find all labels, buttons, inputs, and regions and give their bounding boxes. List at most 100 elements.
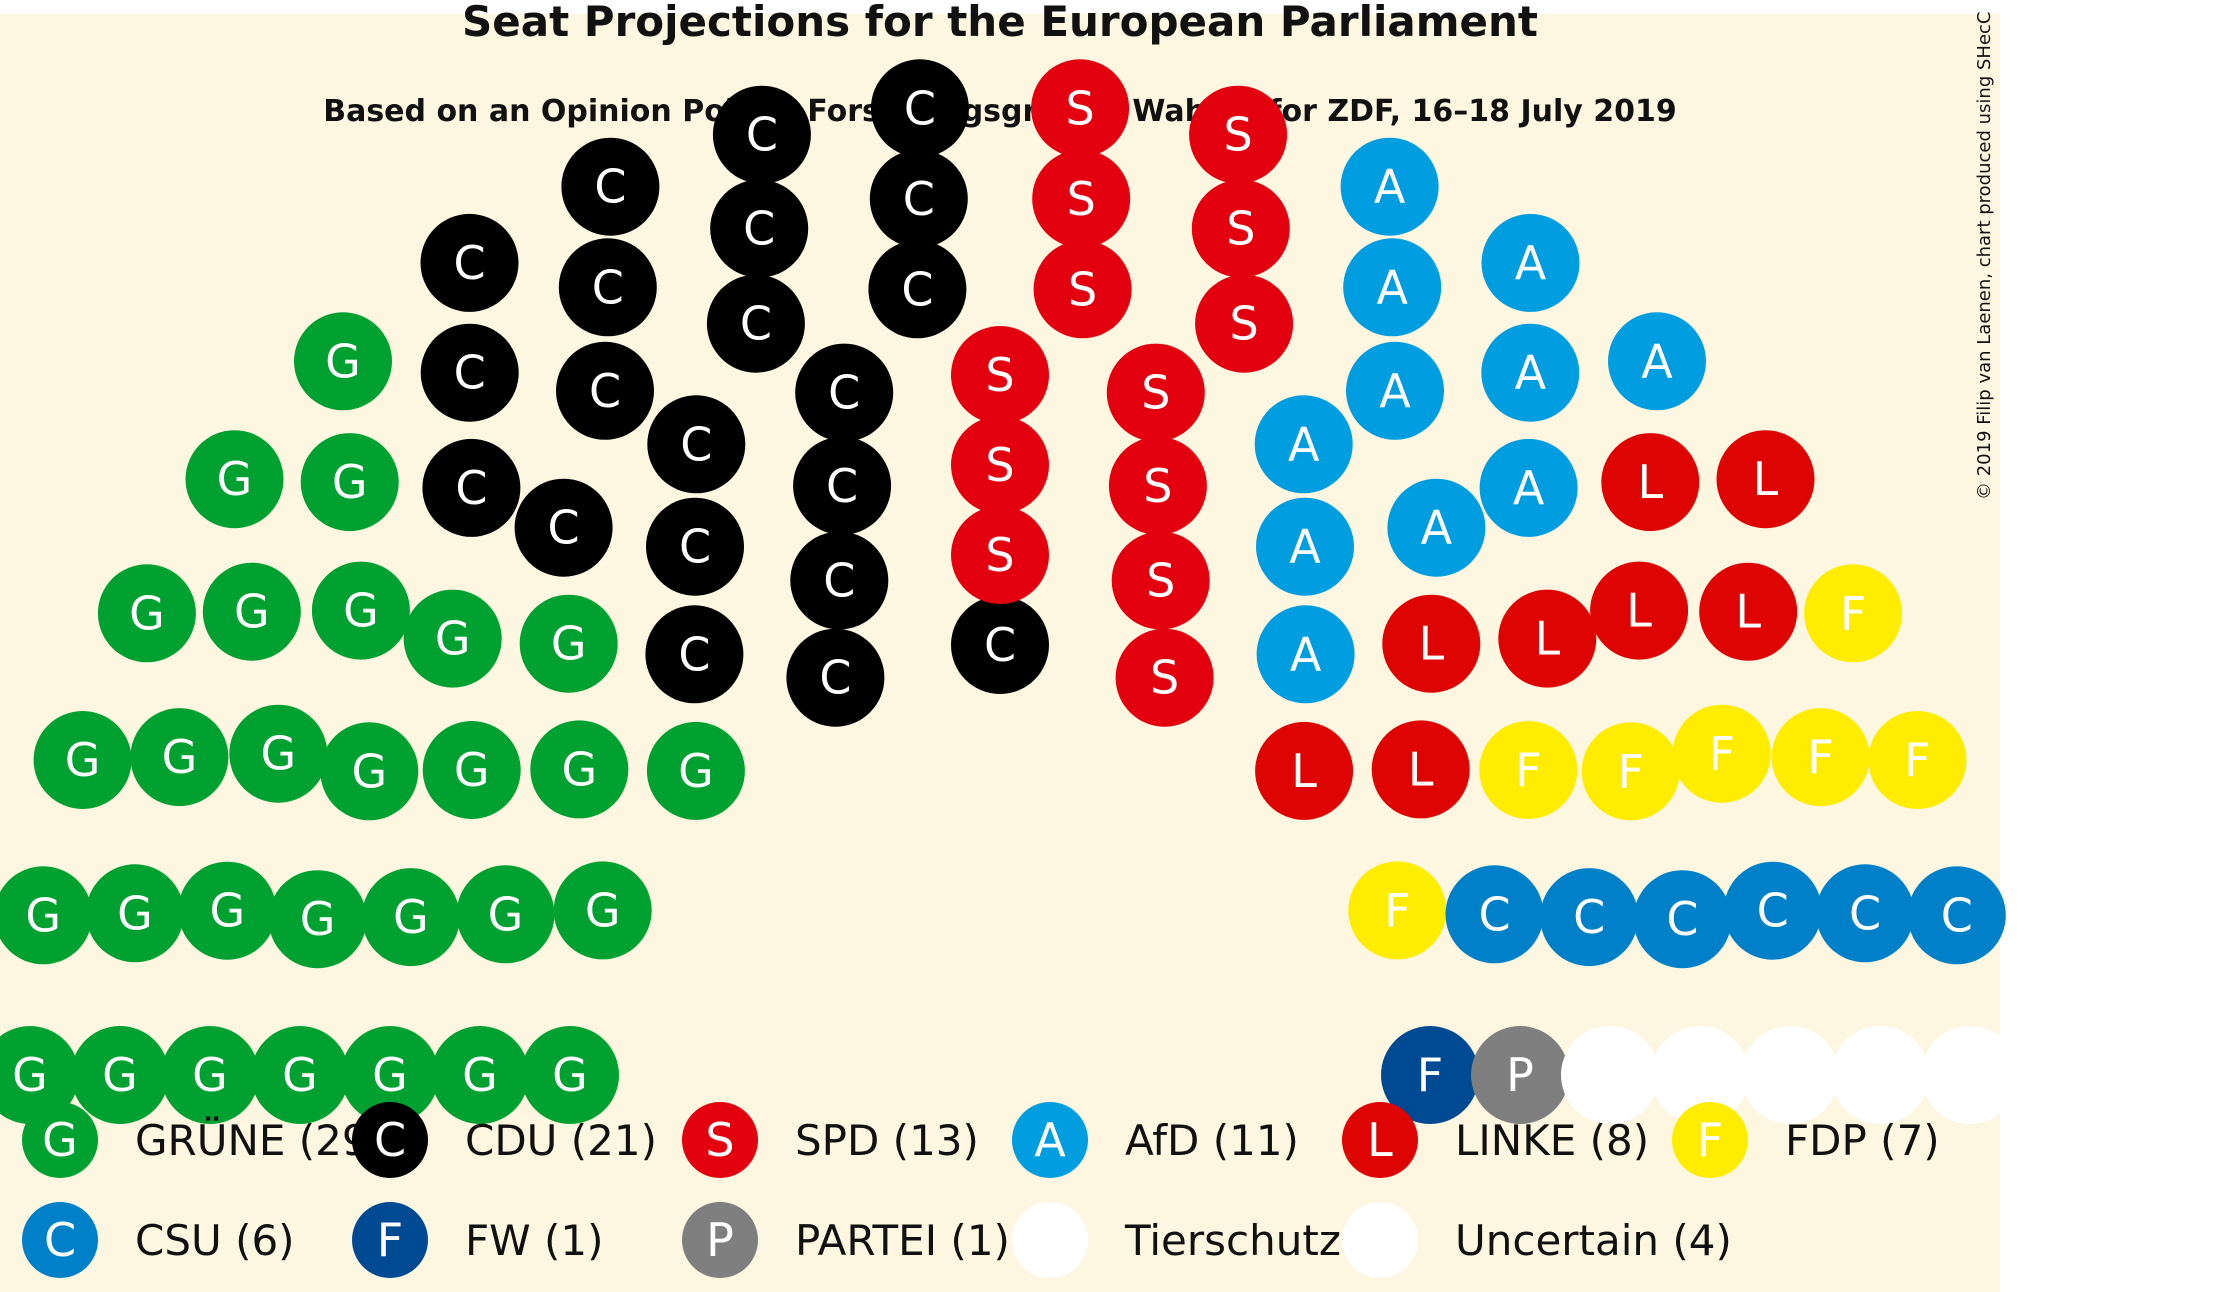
legend-letter: F	[377, 1213, 403, 1267]
seat	[1741, 1026, 1839, 1124]
seat-letter: G	[332, 455, 368, 509]
seat-letter: G	[343, 584, 379, 638]
seat-letter: C	[904, 81, 936, 135]
seat-circle	[558, 238, 657, 337]
seat-letter: L	[1291, 744, 1317, 798]
seat-letter: G	[435, 612, 471, 666]
seat-circle	[951, 596, 1049, 694]
seat	[1651, 1026, 1749, 1124]
seat: L	[1498, 589, 1597, 688]
seat-letter: F	[1708, 727, 1734, 781]
seat-letter: A	[1374, 160, 1406, 214]
seat: C	[514, 478, 613, 577]
seat-letter: S	[1141, 366, 1170, 420]
seat: G	[185, 430, 284, 529]
legend-label: LINKE (8)	[1455, 1116, 1649, 1165]
seat: C	[647, 395, 746, 494]
seat: C	[869, 149, 968, 248]
seat-letter: G	[234, 585, 270, 639]
seat: G	[311, 561, 410, 660]
seat-letter: C	[594, 160, 626, 214]
seat-letter: F	[1617, 744, 1643, 798]
seat-letter: G	[209, 884, 245, 938]
seat: C	[706, 274, 805, 373]
seat-letter: C	[823, 554, 855, 608]
seat-letter: C	[548, 501, 580, 555]
seat: F	[1479, 721, 1578, 819]
seat-circle	[1381, 1026, 1479, 1124]
seat: G	[71, 1026, 169, 1124]
seat: C	[558, 238, 657, 337]
seat: G	[422, 721, 521, 819]
seat: L	[1601, 433, 1700, 532]
seat-letter: L	[1534, 612, 1560, 666]
seat-letter: S	[985, 348, 1014, 402]
seat-circle	[33, 711, 132, 809]
seat-circle	[320, 722, 419, 821]
seat: G	[521, 1026, 619, 1124]
seat-letter: G	[488, 887, 524, 941]
legend-label: CDU (21)	[465, 1116, 657, 1165]
legend-item: Uncertain (4)	[1342, 1202, 1732, 1278]
legend-letter: C	[44, 1213, 76, 1267]
legend-swatch	[352, 1102, 428, 1178]
legend: G GRÜNE (29)C CDU (21) S SPD (13) A AfD (11) L L…	[22, 1102, 1940, 1278]
seat-letter: G	[217, 452, 253, 506]
seat-letter: C	[828, 366, 860, 420]
legend-letter: C	[374, 1113, 406, 1167]
legend-swatch	[682, 1202, 758, 1278]
seat-letter: S	[1065, 81, 1094, 135]
seat: C	[556, 341, 654, 440]
seat-letter: G	[300, 892, 336, 946]
seat-circle	[710, 179, 809, 278]
seat-circle	[1907, 866, 2006, 965]
seat: A	[1481, 323, 1580, 422]
seat: G	[361, 868, 460, 967]
seat-circle	[1561, 1026, 1659, 1124]
seat-circle	[294, 312, 392, 411]
seat-letter: A	[1513, 461, 1545, 515]
seat-letter: G	[192, 1048, 228, 1102]
seat: A	[1387, 478, 1486, 577]
seat: C	[795, 343, 894, 442]
seat-letter: A	[1641, 334, 1673, 388]
seat-letter: G	[551, 617, 587, 671]
seat-circle	[1651, 1026, 1749, 1124]
seat: C	[422, 438, 521, 537]
seat: G	[553, 861, 652, 960]
legend-swatch	[22, 1102, 98, 1178]
seat: S	[1108, 436, 1207, 535]
seat-letter: C	[678, 627, 710, 681]
seat-circle	[97, 564, 196, 663]
seat-circle	[556, 341, 654, 440]
legend-letter: F	[1697, 1113, 1723, 1167]
seat-letter: G	[454, 743, 490, 797]
seat-letter: G	[372, 1048, 408, 1102]
seat-circle	[553, 861, 652, 960]
seat: G	[403, 589, 502, 688]
seat-letter: L	[1735, 585, 1761, 639]
seat-letter: C	[679, 520, 711, 574]
seat-letter: C	[740, 297, 772, 351]
seat-letter: C	[743, 202, 775, 256]
seat: S	[1111, 531, 1210, 630]
seat: A	[1346, 341, 1444, 440]
seat-letter: G	[117, 886, 153, 940]
legend-item: F FDP (7)	[1672, 1102, 1940, 1178]
seat: S	[1115, 628, 1214, 727]
seat: P	[1471, 1026, 1569, 1124]
seat-letter: A	[1515, 236, 1547, 290]
seat-letter: F	[1417, 1048, 1443, 1102]
seat-circle	[86, 864, 184, 963]
seat-circle	[456, 865, 555, 964]
seat-circle	[1716, 430, 1815, 529]
seat: C	[1633, 870, 1732, 969]
seat-circle	[1106, 343, 1205, 442]
seat: A	[1481, 213, 1580, 312]
seat: G	[97, 564, 196, 663]
seat-letter: F	[1515, 743, 1541, 797]
seat-letter: L	[1408, 742, 1434, 796]
seat-circle	[1191, 179, 1290, 278]
legend-label: AfD (11)	[1125, 1116, 1299, 1165]
seat-letter: C	[984, 618, 1016, 672]
